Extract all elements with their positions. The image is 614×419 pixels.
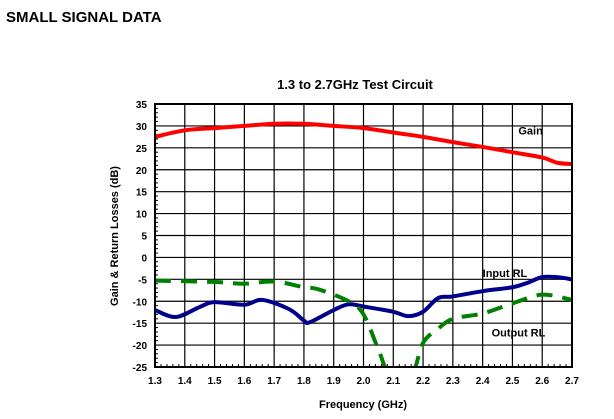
x-tick-label: 2.1 [386, 376, 400, 387]
y-tick-label: 30 [136, 122, 148, 133]
y-tick-label: -25 [133, 363, 148, 374]
series-label: Output RL [492, 327, 546, 339]
series-output-rl-line [155, 278, 572, 367]
y-tick-label: 0 [141, 253, 147, 264]
y-tick-label: 15 [136, 188, 148, 199]
y-tick-label: -15 [133, 319, 148, 330]
y-tick-label: -5 [138, 275, 147, 286]
x-tick-label: 2.6 [535, 376, 549, 387]
series-input-rl-line [155, 274, 572, 326]
x-tick-label: 1.3 [148, 376, 162, 387]
x-tick-label: 2.2 [416, 376, 430, 387]
y-axis-label: Gain & Return Losses (dB) [109, 166, 121, 306]
x-tick-label: 1.5 [208, 376, 222, 387]
x-tick-label: 2.5 [505, 376, 519, 387]
chart-title: 1.3 to 2.7GHz Test Circuit [277, 77, 433, 92]
section-title: SMALL SIGNAL DATA [6, 9, 162, 26]
x-tick-label: 2.4 [476, 376, 490, 387]
series-label: Gain [518, 126, 543, 138]
x-tick-label: 1.8 [297, 376, 311, 387]
x-axis-label: Frequency (GHz) [319, 399, 407, 411]
series-gain-line [155, 121, 572, 167]
series-label: Input RL [483, 268, 528, 280]
plot-frame [154, 103, 573, 368]
x-tick-label: 1.7 [267, 376, 281, 387]
x-tick-label: 2.3 [446, 376, 460, 387]
y-tick-label: 25 [136, 144, 148, 155]
y-tick-label: 5 [141, 232, 147, 243]
x-tick-label: 1.6 [237, 376, 251, 387]
x-tick-label: 1.9 [327, 376, 341, 387]
x-tick-label: 1.4 [178, 376, 192, 387]
y-tick-label: 10 [136, 210, 148, 221]
y-tick-label: -20 [133, 341, 148, 352]
x-tick-label: 2.7 [565, 376, 579, 387]
y-tick-label: 20 [136, 166, 148, 177]
y-tick-label: 35 [136, 100, 148, 111]
x-tick-label: 2.0 [357, 376, 371, 387]
y-tick-label: -10 [133, 297, 148, 308]
